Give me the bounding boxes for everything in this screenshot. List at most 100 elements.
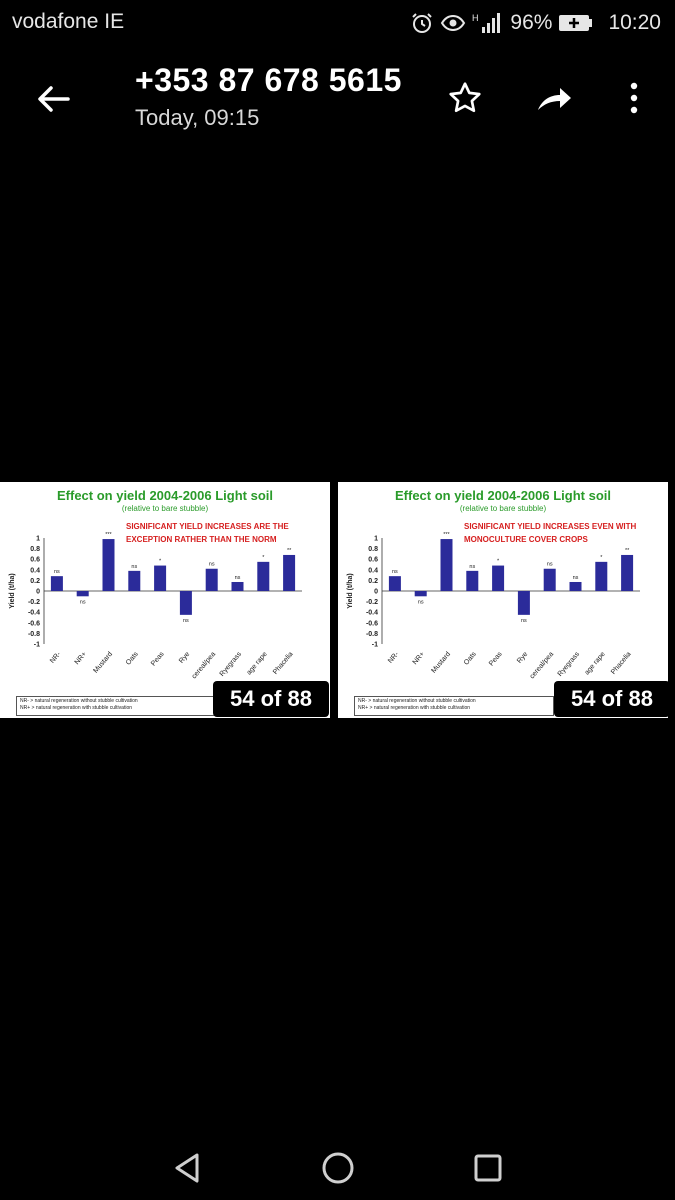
- legend-line: NR- > natural regeneration without stubb…: [20, 698, 138, 704]
- x-tick-label: Mustard: [430, 651, 452, 675]
- x-tick-label: NR+: [412, 651, 426, 666]
- share-button[interactable]: [530, 74, 578, 122]
- image-counter: 54 of 88: [554, 681, 670, 717]
- bar: [76, 591, 89, 597]
- system-nav-bar: [0, 1130, 675, 1200]
- y-tick-label: -0.4: [28, 610, 40, 617]
- y-tick-label: 0.8: [30, 546, 40, 553]
- svg-text:H: H: [472, 13, 479, 23]
- x-tick-label: age rape: [584, 651, 607, 677]
- bar: [179, 591, 192, 615]
- bar: [231, 581, 244, 591]
- y-tick-label: 0.4: [368, 567, 378, 574]
- x-tick-label: Ryegrass: [219, 650, 244, 678]
- significance-label: ns: [235, 575, 241, 581]
- y-tick-label: -0.8: [28, 631, 40, 638]
- bar: [543, 568, 556, 591]
- bar: [154, 565, 167, 591]
- significance-label: **: [625, 548, 630, 554]
- eye-icon: [440, 11, 466, 35]
- significance-label: ns: [573, 575, 579, 581]
- x-tick-label: Oats: [463, 650, 478, 666]
- significance-label: **: [287, 548, 292, 554]
- y-tick-label: 0.8: [368, 546, 378, 553]
- slide-legend: NR- > natural regeneration without stubb…: [354, 696, 554, 716]
- significance-label: ns: [209, 562, 215, 568]
- back-button[interactable]: [30, 76, 76, 122]
- y-tick-label: 0.2: [368, 578, 378, 585]
- more-vert-icon: [630, 82, 638, 114]
- battery-icon: [558, 13, 594, 33]
- slide-note: SIGNIFICANT YIELD INCREASES EVEN WITH MO…: [464, 520, 664, 546]
- x-tick-label: cereal/pea: [529, 651, 555, 681]
- y-tick-label: 1: [374, 536, 378, 543]
- bar: [621, 554, 634, 591]
- x-tick-label: Phacelia: [272, 651, 295, 676]
- bar: [283, 554, 296, 591]
- y-tick-label: 0.6: [30, 557, 40, 564]
- y-tick-label: 0.2: [30, 578, 40, 585]
- significance-label: ns: [131, 564, 137, 570]
- more-options-button[interactable]: [610, 74, 658, 122]
- image-viewer[interactable]: Yield (t/ha) 1 0.8 0.6 0.4 0.2 0 -0.2 -0.4 -0.6 -0…: [0, 482, 675, 718]
- bar: [569, 581, 582, 591]
- y-tick-label: -0.6: [366, 620, 378, 627]
- y-axis-label: Yield (t/ha): [9, 573, 16, 609]
- nav-recents-button[interactable]: [468, 1148, 508, 1188]
- x-tick-label: Ryegrass: [557, 650, 582, 678]
- bar: [492, 565, 505, 591]
- favorite-button[interactable]: [441, 74, 489, 122]
- x-tick-label: Phacelia: [610, 651, 633, 676]
- y-tick-label: -1: [372, 642, 378, 649]
- bar: [128, 570, 141, 591]
- y-tick-label: 0: [374, 589, 378, 596]
- nav-back-icon: [175, 1153, 199, 1183]
- significance-label: *: [262, 555, 265, 561]
- slide-subtitle: (relative to bare stubble): [121, 504, 209, 513]
- status-icons: H 96% 10:20: [410, 8, 661, 38]
- signal-icon: H: [472, 11, 502, 35]
- significance-label: ns: [469, 564, 475, 570]
- bar: [595, 561, 608, 591]
- significance-label: ns: [183, 618, 189, 624]
- significance-label: *: [600, 555, 603, 561]
- slide-title: Effect on yield 2004-2006 Light soil: [394, 488, 611, 503]
- nav-home-button[interactable]: [318, 1148, 358, 1188]
- y-tick-label: 0: [36, 589, 40, 596]
- y-tick-label: 0.4: [30, 567, 40, 574]
- significance-label: ***: [105, 532, 112, 538]
- bar: [517, 591, 530, 615]
- nav-recents-icon: [474, 1154, 502, 1182]
- image-counter: 54 of 88: [213, 681, 329, 717]
- slide-image-1[interactable]: Yield (t/ha) 1 0.8 0.6 0.4 0.2 0 -0.2 -0.4 -0.6 -0…: [0, 482, 330, 718]
- y-tick-label: -0.2: [366, 599, 378, 606]
- x-tick-label: Rye: [516, 651, 529, 665]
- slide-note: SIGNIFICANT YIELD INCREASES ARE THE EXCE…: [126, 520, 326, 546]
- status-bar: vodafone IE H 96% 10:20: [0, 0, 675, 46]
- star-icon: [449, 82, 481, 113]
- y-tick-label: -0.4: [366, 610, 378, 617]
- alarm-icon: [410, 11, 434, 35]
- significance-label: ns: [392, 569, 398, 575]
- bar: [205, 568, 218, 591]
- contact-number: +353 87 678 5615: [135, 62, 402, 98]
- y-tick-label: -1: [34, 642, 40, 649]
- x-tick-label: Peas: [150, 650, 166, 667]
- nav-back-button[interactable]: [168, 1148, 208, 1188]
- back-arrow-icon: [38, 86, 70, 112]
- slide-note-line: EXCEPTION RATHER THAN THE NORM: [126, 535, 277, 544]
- bar: [257, 561, 270, 591]
- x-tick-label: Oats: [125, 650, 140, 666]
- share-icon: [538, 88, 571, 110]
- legend-line: NR+ > natural regeneration with stubble …: [20, 705, 133, 711]
- slide-image-2[interactable]: Yield (t/ha) 1 0.8 0.6 0.4 0.2 0 -0.2 -0.4 -0.6 -0…: [338, 482, 668, 718]
- slide-note-line: SIGNIFICANT YIELD INCREASES EVEN WITH: [464, 522, 637, 531]
- x-tick-label: NR-: [49, 650, 63, 665]
- slide-note-line: MONOCULTURE COVER CROPS: [464, 535, 588, 544]
- y-tick-label: 1: [36, 536, 40, 543]
- x-tick-label: Mustard: [92, 651, 114, 675]
- y-tick-label: -0.2: [28, 599, 40, 606]
- app-bar: +353 87 678 5615 Today, 09:15: [0, 46, 675, 156]
- x-tick-label: age rape: [246, 651, 269, 677]
- x-tick-label: Peas: [488, 650, 504, 667]
